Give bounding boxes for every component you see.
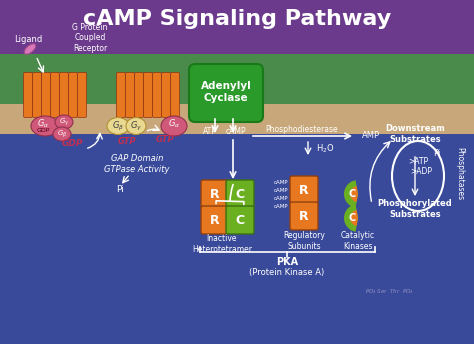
Text: cAMP: cAMP	[273, 196, 288, 202]
FancyBboxPatch shape	[78, 73, 86, 118]
Ellipse shape	[107, 118, 129, 135]
FancyBboxPatch shape	[226, 206, 254, 234]
Bar	[0, 54, 474, 104]
Text: C: C	[348, 213, 356, 223]
Text: PKA: PKA	[276, 257, 298, 267]
Ellipse shape	[126, 118, 146, 135]
FancyBboxPatch shape	[24, 73, 33, 118]
FancyBboxPatch shape	[153, 73, 162, 118]
FancyBboxPatch shape	[42, 73, 51, 118]
Text: $G_\alpha$: $G_\alpha$	[37, 118, 49, 130]
Wedge shape	[350, 186, 358, 202]
FancyBboxPatch shape	[290, 202, 318, 230]
Text: Inactive
Heterotetramer: Inactive Heterotetramer	[192, 234, 252, 254]
Text: cAMP: cAMP	[226, 127, 246, 136]
Ellipse shape	[55, 115, 73, 129]
Text: $G_\beta$: $G_\beta$	[112, 119, 124, 132]
FancyBboxPatch shape	[135, 73, 144, 118]
Text: Downstream
Substrates: Downstream Substrates	[385, 124, 445, 144]
Wedge shape	[344, 180, 358, 208]
Bar	[0, 0, 474, 54]
Text: GTP: GTP	[155, 135, 174, 143]
FancyBboxPatch shape	[171, 73, 180, 118]
Text: $G_\beta$: $G_\beta$	[57, 128, 67, 140]
Text: Phosphatases: Phosphatases	[456, 148, 465, 201]
Text: C: C	[236, 214, 245, 226]
Text: C: C	[348, 189, 356, 199]
FancyBboxPatch shape	[60, 73, 69, 118]
Text: GTP: GTP	[118, 137, 137, 146]
FancyBboxPatch shape	[189, 64, 263, 122]
FancyBboxPatch shape	[117, 73, 126, 118]
FancyBboxPatch shape	[201, 180, 229, 208]
Wedge shape	[344, 204, 358, 232]
Text: Regulatory
Subunits: Regulatory Subunits	[283, 231, 325, 251]
Text: $G_\gamma$: $G_\gamma$	[59, 116, 69, 128]
Ellipse shape	[24, 44, 36, 54]
Wedge shape	[350, 210, 358, 226]
Text: (Protein Kinase A): (Protein Kinase A)	[249, 268, 325, 277]
Text: GDP: GDP	[36, 129, 50, 133]
Text: GAP Domain
GTPase Activity: GAP Domain GTPase Activity	[104, 154, 170, 174]
FancyBboxPatch shape	[144, 73, 153, 118]
Text: >ADP: >ADP	[410, 168, 432, 176]
Text: $PO_4$ Ser  Thr  $PO_4$: $PO_4$ Ser Thr $PO_4$	[365, 288, 415, 297]
Ellipse shape	[53, 127, 71, 141]
FancyBboxPatch shape	[290, 176, 318, 204]
Text: Catalytic
Kinases: Catalytic Kinases	[341, 231, 375, 251]
Text: R: R	[210, 214, 220, 226]
Bar	[0, 104, 474, 134]
Text: ATP: ATP	[203, 127, 217, 136]
FancyBboxPatch shape	[201, 206, 229, 234]
Bar	[0, 134, 474, 344]
Text: >ATP: >ATP	[408, 157, 428, 165]
Text: Adenylyl
Cyclase: Adenylyl Cyclase	[201, 81, 251, 103]
Text: Phosphorylated
Substrates: Phosphorylated Substrates	[378, 199, 452, 219]
Text: H$_2$O: H$_2$O	[316, 143, 335, 155]
Text: cAMP: cAMP	[273, 181, 288, 185]
FancyBboxPatch shape	[162, 73, 171, 118]
Text: G Protein
Coupled
Receptor: G Protein Coupled Receptor	[73, 23, 108, 53]
Text: R: R	[299, 183, 309, 196]
FancyBboxPatch shape	[69, 73, 78, 118]
Text: cAMP: cAMP	[273, 189, 288, 193]
FancyBboxPatch shape	[126, 73, 135, 118]
Text: Pi: Pi	[433, 150, 441, 159]
Text: GDP: GDP	[61, 140, 83, 149]
Text: AMP: AMP	[362, 131, 380, 140]
Text: $G_\alpha$: $G_\alpha$	[168, 118, 180, 130]
FancyBboxPatch shape	[51, 73, 60, 118]
Text: C: C	[236, 187, 245, 201]
Text: $G_\gamma$: $G_\gamma$	[130, 119, 142, 132]
Text: cAMP: cAMP	[273, 204, 288, 209]
Text: R: R	[299, 209, 309, 223]
Text: Phosphodiesterase: Phosphodiesterase	[266, 126, 338, 135]
Text: cAMP Signaling Pathway: cAMP Signaling Pathway	[83, 9, 391, 29]
FancyBboxPatch shape	[33, 73, 42, 118]
FancyBboxPatch shape	[226, 180, 254, 208]
Ellipse shape	[161, 116, 187, 136]
Text: Pi: Pi	[116, 184, 124, 193]
Text: Ligand: Ligand	[14, 35, 42, 44]
Text: R: R	[210, 187, 220, 201]
Ellipse shape	[31, 116, 59, 136]
